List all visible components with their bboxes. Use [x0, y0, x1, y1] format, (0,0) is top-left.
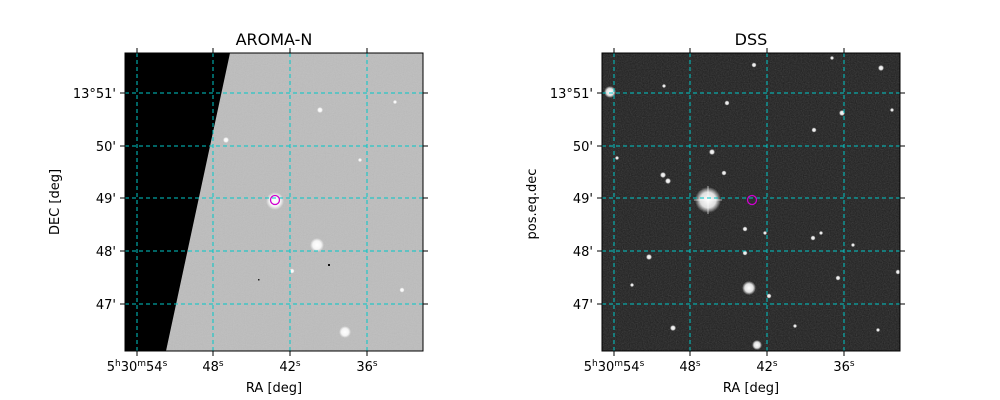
left-star — [339, 326, 351, 338]
right-star — [851, 243, 855, 247]
left-target-marker — [269, 194, 281, 206]
right-grid — [602, 53, 900, 351]
right-xtick-label: 36s — [833, 359, 855, 375]
right-star — [835, 275, 841, 281]
left-grid — [125, 53, 423, 351]
left-star — [393, 100, 397, 104]
left-masked-region — [125, 53, 230, 351]
right-ytick-label: 49' — [573, 192, 593, 207]
right-image-noise — [602, 53, 900, 351]
left-image — [125, 53, 423, 351]
right-ytick-label: 47' — [573, 298, 593, 313]
right-ytick-label: 13°51' — [550, 87, 593, 102]
left-ticks — [120, 48, 428, 356]
right-ytick-label: 48' — [573, 245, 593, 260]
right-star — [819, 231, 823, 235]
right-star — [763, 231, 767, 235]
left-ylabel: DEC [deg] — [48, 169, 63, 235]
right-xtick-label: 42s — [756, 359, 778, 375]
left-xtick-label: 36s — [356, 359, 378, 375]
left-panel: AROMA-N — [48, 30, 428, 396]
right-frame — [601, 52, 901, 352]
right-star — [660, 172, 666, 178]
right-star — [670, 325, 676, 331]
left-xtick-label: 42s — [279, 359, 301, 375]
left-ytick-label: 13°51' — [73, 87, 116, 102]
left-star — [289, 268, 295, 274]
right-star — [665, 178, 671, 184]
left-star — [317, 107, 323, 113]
right-star — [742, 281, 756, 295]
left-ytick-label: 50' — [96, 140, 116, 155]
left-star — [223, 137, 229, 143]
right-star — [721, 170, 727, 176]
right-star — [766, 293, 772, 299]
left-xtick-label: 48s — [202, 359, 224, 375]
right-image — [602, 53, 900, 351]
right-star — [604, 86, 616, 98]
right-xlabel: RA [deg] — [723, 381, 779, 396]
right-star — [662, 84, 666, 88]
right-star — [615, 156, 619, 160]
left-ytick-label: 48' — [96, 245, 116, 260]
right-star — [810, 235, 816, 241]
right-star — [876, 328, 880, 332]
left-ytick-label: 47' — [96, 298, 116, 313]
left-artifact — [258, 279, 260, 281]
right-star — [646, 254, 652, 260]
right-star — [752, 340, 762, 350]
left-ytick-label: 49' — [96, 192, 116, 207]
left-panel-title: AROMA-N — [236, 30, 313, 49]
right-star — [878, 65, 884, 71]
right-star — [751, 62, 757, 68]
right-xtick-label: 5h30m54s — [584, 359, 645, 375]
left-star — [266, 192, 284, 210]
left-frame — [124, 52, 424, 352]
right-panel-title: DSS — [735, 30, 768, 49]
right-star — [742, 250, 748, 256]
right-star — [830, 56, 834, 60]
right-star — [895, 269, 900, 275]
right-star — [811, 127, 817, 133]
left-xlabel: RA [deg] — [246, 381, 302, 396]
right-ylabel: pos.eq.dec — [525, 169, 540, 240]
right-ytick-label: 50' — [573, 140, 593, 155]
right-star — [709, 149, 715, 155]
right-star — [793, 324, 797, 328]
left-star — [310, 238, 324, 252]
right-panel: DSS — [525, 30, 905, 396]
left-artifact — [328, 264, 330, 266]
right-target-marker — [746, 194, 758, 206]
right-star — [630, 283, 634, 287]
right-star — [724, 100, 730, 106]
left-star — [358, 158, 362, 162]
right-star — [742, 226, 748, 232]
right-star — [890, 108, 894, 112]
right-ticks — [597, 48, 905, 356]
left-star — [399, 287, 405, 293]
left-xtick-label: 5h30m54s — [107, 359, 168, 375]
right-xtick-label: 48s — [679, 359, 701, 375]
